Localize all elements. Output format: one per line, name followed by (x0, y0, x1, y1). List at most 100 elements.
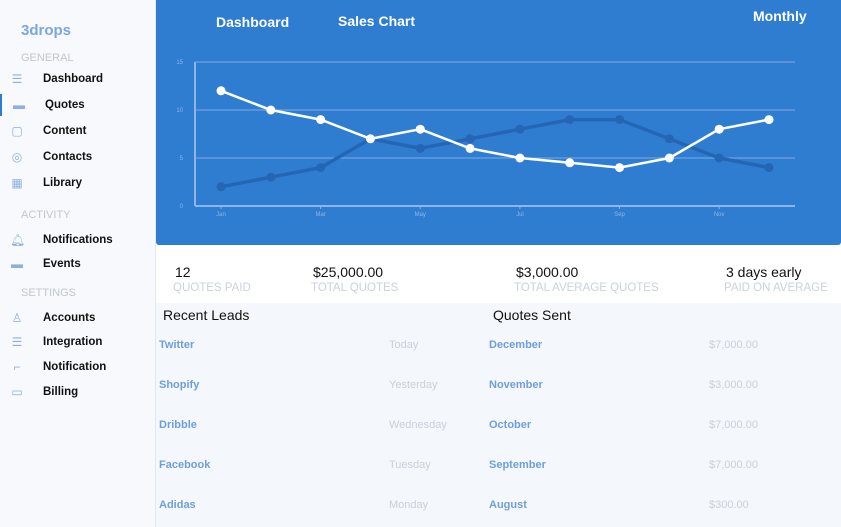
list-icon: ☰ (11, 335, 23, 349)
quote-month-link[interactable]: October (489, 419, 532, 431)
sidebar-item-label: Dashboard (43, 73, 104, 85)
lead-date: Today (389, 339, 419, 351)
series-dark-point (714, 153, 724, 163)
stat-value: 3 days early (726, 264, 802, 280)
lead-date: Monday (389, 499, 429, 511)
sidebar-item-label: Notifications (43, 234, 113, 246)
series-dark-point (615, 115, 625, 125)
lead-date: Tuesday (389, 459, 431, 471)
x-tick-label: Nov (714, 212, 725, 218)
y-tick-label: 5 (180, 156, 184, 162)
x-tick-label: May (415, 212, 426, 218)
series-dark-line (220, 117, 770, 189)
quote-amount: $7,000.00 (709, 459, 758, 471)
quote-amount: $300.00 (709, 499, 749, 511)
series-white-point (465, 143, 475, 153)
series-dark-point (515, 124, 525, 134)
series-dark-point (266, 172, 276, 182)
series-white-point (216, 86, 226, 96)
sidebar-item-events[interactable]: ▬ Events (0, 253, 156, 275)
series-white-point (316, 115, 326, 125)
x-tick-label: Jan (216, 212, 226, 218)
sidebar-item-label: Quotes (45, 99, 85, 111)
quote-month-link[interactable]: September (489, 459, 546, 471)
sidebar-item-label: Content (43, 125, 87, 137)
series-white-point (565, 158, 575, 168)
x-tick-label: Sep (614, 212, 625, 218)
sidebar-item-contacts[interactable]: ◎ Contacts (0, 146, 156, 168)
stat-label: QUOTES PAID (173, 282, 251, 294)
chat-icon: ▬ (11, 257, 23, 271)
series-dark-point (216, 182, 226, 192)
sidebar-item-label: Accounts (43, 312, 96, 324)
y-tick-label: 10 (176, 108, 183, 114)
sidebar-item-integration[interactable]: ☰ Integration (0, 331, 156, 353)
y-tick-label: 0 (180, 204, 184, 210)
series-dark-point (664, 134, 674, 144)
series-dark-point (316, 163, 326, 173)
stat-label: PAID ON AVERAGE (724, 282, 828, 294)
sidebar-item-notifications[interactable]: 🔔︎ Notifications (0, 229, 156, 251)
sidebar-item-notification[interactable]: ⌐ Notification (0, 356, 156, 378)
lead-name-link[interactable]: Adidas (159, 499, 196, 511)
stat-value: 12 (175, 264, 191, 280)
series-white-point (764, 115, 774, 125)
note-icon: ▢ (11, 124, 23, 138)
series-white-point (714, 124, 724, 134)
x-tick-label: Mar (315, 212, 325, 218)
quote-month-link[interactable]: November (489, 379, 543, 391)
money-icon: ▭ (11, 385, 23, 399)
series-white-point (365, 134, 375, 144)
section-header: GENERAL (21, 52, 74, 64)
stats-row: 12 QUOTES PAID $25,000.00 TOTAL QUOTES $3,00… (156, 245, 841, 303)
dashboard-title: Dashboard (216, 14, 290, 30)
series-dark-point (764, 163, 774, 173)
sidebar-item-label: Events (43, 258, 81, 270)
series-white-point (515, 153, 525, 163)
series-white-point (664, 153, 674, 163)
sales-chart-title: Sales Chart (338, 13, 416, 29)
sidebar-item-billing[interactable]: ▭ Billing (0, 381, 156, 403)
stat-label: TOTAL QUOTES (311, 282, 399, 294)
section-header: ACTIVITY (21, 209, 71, 221)
sidebar-item-label: Contacts (43, 151, 93, 163)
quote-amount: $7,000.00 (709, 339, 758, 351)
series-white-point (415, 124, 425, 134)
lead-name-link[interactable]: Facebook (159, 459, 211, 471)
grid-icon: ▦ (11, 176, 23, 190)
sidebar-item-content[interactable]: ▢ Content (0, 120, 156, 142)
quote-amount: $3,000.00 (709, 379, 758, 391)
sidebar-item-dashboard[interactable]: ☰ Dashboard (0, 68, 156, 90)
users-icon: ♙ (11, 311, 23, 325)
series-white-line (220, 89, 770, 169)
stat-value: $3,000.00 (516, 264, 579, 280)
quote-month-link[interactable]: August (489, 499, 527, 511)
pin-icon: ⌐ (13, 360, 21, 374)
stat-value: $25,000.00 (313, 264, 384, 280)
sales-chart-panel: Dashboard Sales Chart Monthly 0 5 10 15 Jan M… (156, 0, 841, 245)
x-tick-label: Jul (516, 212, 524, 218)
line-chart: 0 5 10 15 Jan Mar May Jul Sep Nov (176, 60, 795, 218)
sidebar-item-label: Billing (43, 386, 79, 398)
series-dark-point (415, 143, 425, 153)
quote-month-link[interactable]: December (489, 339, 543, 351)
period-selector[interactable]: Monthly (753, 8, 807, 24)
lead-name-link[interactable]: Dribble (159, 419, 197, 431)
series-dark-point (465, 134, 475, 144)
lead-name-link[interactable]: Twitter (159, 339, 195, 351)
stat-label: TOTAL AVERAGE QUOTES (514, 282, 659, 294)
chat-icon: ▬ (13, 98, 25, 112)
quotes-sent-title: Quotes Sent (493, 307, 571, 323)
sidebar: 3drops GENERAL ☰ Dashboard ▬ Quotes ▢ Content ◎… (0, 0, 156, 527)
sidebar-item-label: Integration (43, 336, 103, 348)
lead-name-link[interactable]: Shopify (159, 379, 200, 391)
sidebar-item-library[interactable]: ▦ Library (0, 172, 156, 194)
series-white-point (266, 105, 276, 115)
list-icon: ☰ (11, 72, 23, 86)
section-header: SETTINGS (21, 287, 77, 299)
sidebar-item-quotes[interactable]: ▬ Quotes (0, 94, 156, 116)
series-dark-point (565, 115, 575, 125)
sidebar-item-accounts[interactable]: ♙ Accounts (0, 307, 156, 329)
lead-date: Yesterday (389, 379, 438, 391)
sidebar-item-label: Library (43, 177, 82, 189)
